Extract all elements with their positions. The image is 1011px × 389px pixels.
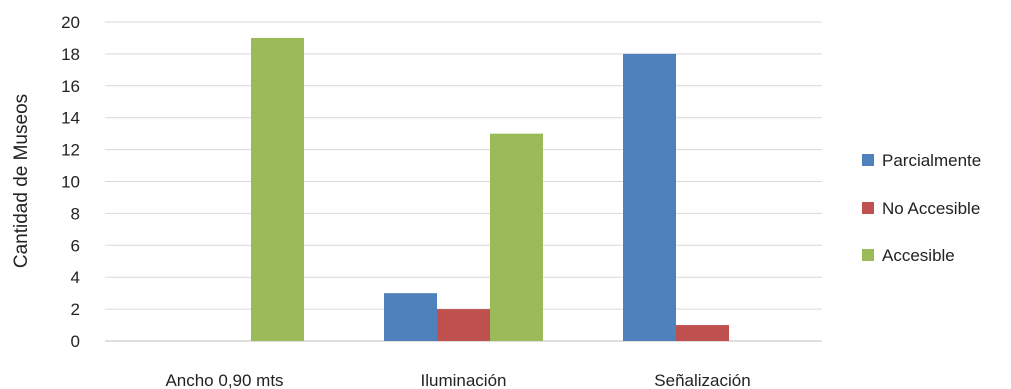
- bar: [490, 133, 543, 341]
- legend-label: Parcialmente: [882, 151, 981, 170]
- y-tick-label: 0: [71, 332, 80, 351]
- y-tick-label: 20: [61, 13, 80, 32]
- y-tick-label: 10: [61, 173, 80, 192]
- legend-swatch: [862, 249, 874, 261]
- bar: [384, 293, 437, 341]
- y-tick-label: 4: [71, 268, 80, 287]
- bar: [676, 325, 729, 341]
- legend-label: No Accesible: [882, 199, 980, 218]
- gridlines: [105, 21, 822, 342]
- y-tick-label: 2: [71, 300, 80, 319]
- y-tick-label: 8: [71, 204, 80, 223]
- bar: [623, 53, 676, 342]
- x-category-label: Ancho 0,90 mts: [165, 371, 283, 389]
- y-axis-title: Cantidad de Museos: [11, 94, 32, 268]
- legend-swatch: [862, 154, 874, 166]
- y-tick-label: 12: [61, 141, 80, 160]
- x-axis-categories: Ancho 0,90 mts Iluminación Señalización: [165, 371, 750, 389]
- x-category-label: Señalización: [654, 371, 750, 389]
- bar: [251, 37, 304, 341]
- legend-swatch: [862, 202, 874, 214]
- bars: [251, 37, 729, 342]
- y-tick-label: 6: [71, 236, 80, 255]
- y-tick-label: 14: [61, 109, 80, 128]
- y-tick-label: 18: [61, 45, 80, 64]
- legend-label: Accesible: [882, 246, 955, 265]
- y-axis-ticks: 0 2 4 6 8 10 12 14 16 18 20: [61, 13, 80, 351]
- x-category-label: Iluminación: [421, 371, 507, 389]
- legend: Parcialmente No Accesible Accesible: [862, 151, 981, 265]
- y-tick-label: 16: [61, 77, 80, 96]
- bar: [437, 309, 490, 341]
